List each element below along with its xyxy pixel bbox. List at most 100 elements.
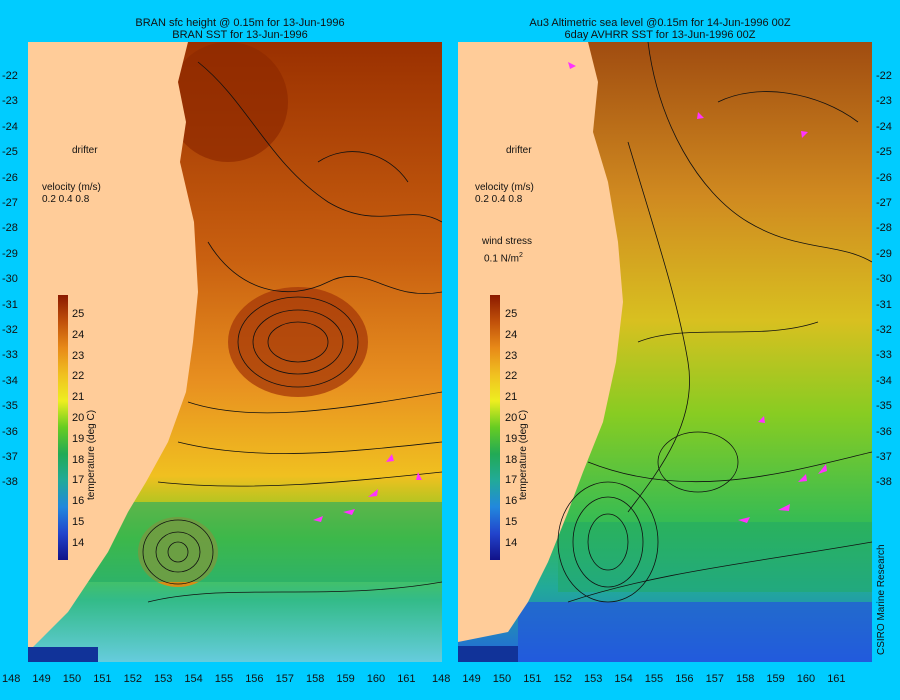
y-tick-label: -33	[876, 349, 892, 362]
y-tick-label: -36	[2, 425, 18, 438]
x-tick-label: 155	[644, 673, 664, 685]
x-tick-label: 159	[336, 673, 355, 685]
x-tick-label: 160	[366, 673, 386, 685]
x-tick-label: 156	[245, 673, 264, 685]
colorbar-tick-label: 15	[505, 516, 518, 528]
y-tick-label: -37	[2, 451, 18, 463]
left-drifter-label: drifter	[72, 145, 98, 156]
colorbar-tick-label: 21	[505, 391, 518, 404]
y-tick-label: -30	[876, 273, 892, 286]
x-tick-label: 156	[675, 673, 694, 685]
x-tick-label: 149	[32, 673, 51, 685]
colorbar-tick-label: 24	[72, 328, 85, 341]
x-tick-label: 155	[214, 673, 234, 685]
left-title-line2: BRAN SST for 13-Jun-1996	[172, 29, 308, 41]
credit-text: CSIRO Marine Research	[876, 544, 887, 655]
y-tick-label: -35	[876, 400, 892, 413]
colorbar-tick-label: 19	[505, 432, 518, 445]
y-tick-label: -30	[2, 273, 18, 286]
colorbar-tick-label: 18	[72, 453, 85, 466]
y-tick-label: -29	[2, 247, 18, 260]
y-tick-label: -29	[876, 247, 892, 260]
left-title-line1: BRAN sfc height @ 0.15m for 13-Jun-1996	[135, 17, 345, 29]
colorbar-tick-label: 17	[505, 474, 518, 487]
cold-south	[518, 602, 872, 662]
y-tick-label: -25	[2, 146, 18, 159]
x-tick-label: 151	[523, 673, 542, 685]
x-tick-label: 157	[705, 673, 724, 685]
x-tick-label: 151	[93, 673, 112, 685]
x-tick-label: 150	[492, 673, 512, 685]
colorbar-tick-label: 17	[72, 474, 85, 487]
colorbar-tick-label: 19	[72, 432, 85, 445]
right-drifter-label: drifter	[506, 145, 532, 156]
right-map-canvas	[458, 42, 872, 662]
right-title-line1: Au3 Altimetric sea level @0.15m for 14-J…	[529, 17, 791, 29]
velocity-arrows	[313, 454, 422, 522]
x-tick-label: 149	[462, 673, 481, 685]
x-tick-label: 154	[184, 673, 203, 685]
y-tick-label: -38	[2, 476, 18, 489]
right-velocity-title: velocity (m/s)	[475, 182, 534, 193]
y-tick-label: -34	[876, 374, 892, 387]
x-tick-label: 148	[432, 673, 451, 685]
land-bottom	[458, 646, 518, 662]
x-tick-label: 159	[766, 673, 785, 685]
colorbar-tick-label: 16	[72, 495, 85, 508]
y-tick-label: -31	[876, 298, 892, 311]
y-tick-label: -28	[876, 222, 892, 235]
left-panel-title: BRAN sfc height @ 0.15m for 13-Jun-1996 …	[90, 17, 390, 41]
cool-band	[88, 502, 442, 582]
x-tick-label: 160	[796, 673, 816, 685]
warm-core	[168, 42, 288, 162]
y-tick-label: -24	[2, 120, 18, 133]
cool-band	[558, 522, 872, 592]
y-tick-label: -25	[876, 146, 892, 159]
colorbar-tick-label: 23	[505, 349, 518, 362]
colorbar-tick-label: 22	[505, 370, 518, 383]
colorbar-tick-label: 20	[72, 412, 85, 424]
y-tick-label: -37	[876, 451, 892, 463]
left-velocity-values: 0.2 0.4 0.8	[42, 194, 90, 205]
y-tick-label: -31	[2, 298, 18, 311]
x-tick-label: 158	[306, 673, 325, 685]
colorbar-tick-label: 18	[505, 453, 518, 466]
warm-eddy	[228, 287, 368, 397]
x-tick-label: 158	[736, 673, 755, 685]
contours	[557, 42, 872, 603]
x-tick-label: 148	[2, 673, 21, 685]
right-wind-value-text: 0.1 N/m	[484, 253, 520, 265]
x-tick-label: 157	[275, 673, 294, 685]
left-velocity-title: velocity (m/s)	[42, 182, 101, 193]
y-tick-label: -22	[876, 70, 892, 82]
y-tick-label: -27	[2, 197, 18, 209]
x-tick-label: 153	[584, 673, 603, 685]
y-tick-label: -28	[2, 222, 18, 235]
left-map-canvas	[28, 42, 442, 662]
x-tick-label: 150	[62, 673, 82, 685]
right-title-line2: 6day AVHRR SST for 13-Jun-1996 00Z	[564, 29, 756, 41]
right-colorbar	[490, 295, 500, 560]
y-tick-label: -23	[876, 95, 892, 108]
colorbar-tick-label: 21	[72, 391, 85, 404]
y-tick-label: -32	[876, 324, 892, 336]
y-tick-label: -22	[2, 70, 18, 82]
y-tick-label: -26	[876, 171, 892, 184]
colorbar-tick-label: 25	[72, 308, 85, 320]
y-tick-label: -35	[2, 400, 18, 413]
y-tick-label: -36	[876, 425, 892, 438]
colorbar-tick-label: 25	[505, 308, 518, 320]
colorbar-tick-label: 22	[72, 370, 85, 383]
left-map	[28, 42, 442, 662]
right-panel-title: Au3 Altimetric sea level @0.15m for 14-J…	[500, 17, 820, 41]
right-wind-value-exp: 2	[519, 252, 523, 259]
x-tick-label: 161	[397, 673, 416, 685]
colorbar-tick-label: 14	[72, 536, 85, 549]
left-colorbar-label: temperature (deg C)	[86, 409, 97, 500]
y-tick-label: -24	[876, 120, 892, 133]
colorbar-tick-label: 15	[72, 516, 85, 528]
y-tick-label: -23	[2, 95, 18, 108]
x-tick-label: 154	[614, 673, 633, 685]
y-tick-label: -38	[876, 476, 892, 489]
colorbar-tick-label: 16	[505, 495, 518, 508]
